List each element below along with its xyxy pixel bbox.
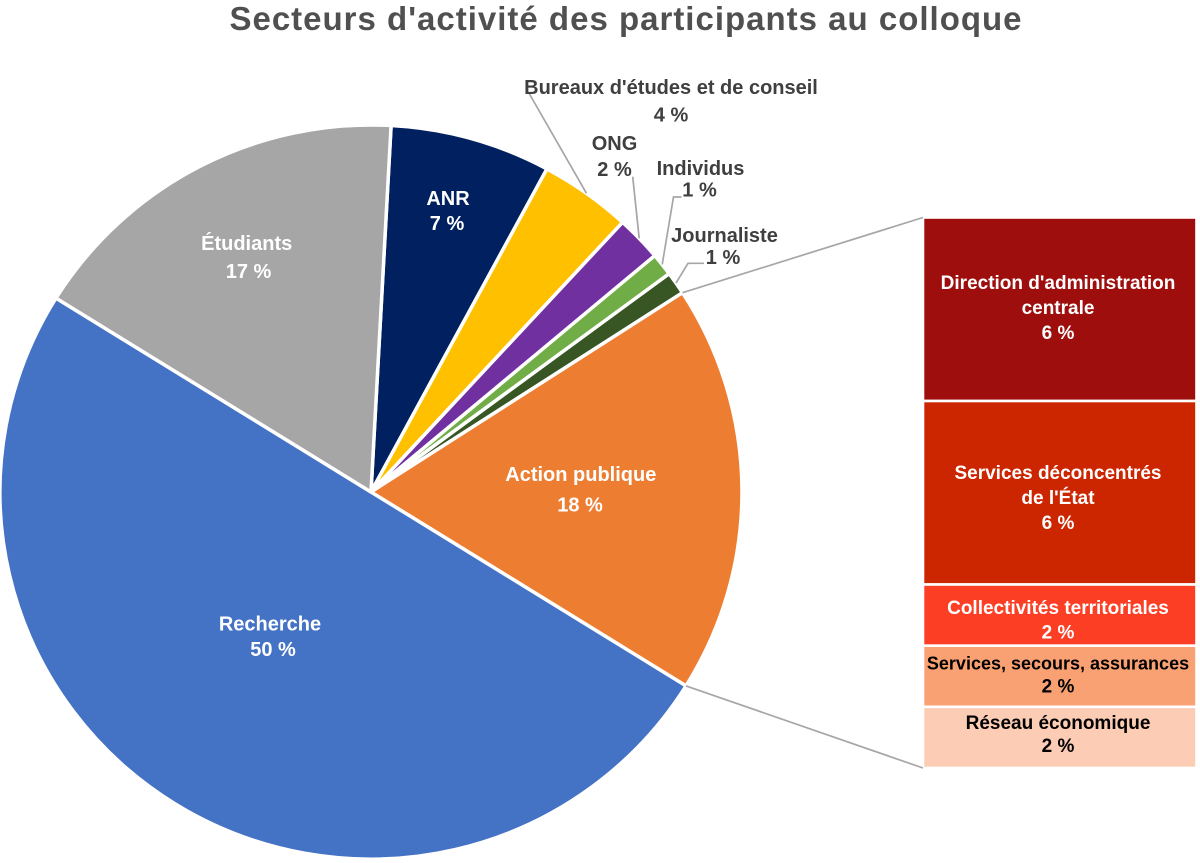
- svg-text:Action publique: Action publique: [505, 464, 656, 486]
- svg-text:1 %: 1 %: [706, 247, 741, 269]
- svg-text:4 %: 4 %: [654, 105, 689, 127]
- svg-text:2 %: 2 %: [1042, 677, 1075, 698]
- svg-text:Journaliste: Journaliste: [671, 225, 778, 247]
- svg-text:50 %: 50 %: [250, 639, 296, 661]
- svg-text:Recherche: Recherche: [219, 614, 321, 636]
- svg-text:de l'État: de l'État: [1021, 487, 1095, 509]
- svg-text:2 %: 2 %: [1042, 736, 1075, 757]
- svg-text:ANR: ANR: [426, 188, 470, 210]
- svg-text:Secteurs d'activité des partic: Secteurs d'activité des participants au …: [229, 0, 1022, 37]
- svg-text:Direction d'administration: Direction d'administration: [941, 273, 1176, 294]
- svg-text:1 %: 1 %: [682, 180, 717, 202]
- svg-text:Services déconcentrés: Services déconcentrés: [954, 463, 1161, 484]
- svg-text:ONG: ONG: [592, 133, 638, 155]
- svg-text:18 %: 18 %: [557, 495, 603, 517]
- svg-text:17 %: 17 %: [226, 261, 272, 283]
- svg-text:6 %: 6 %: [1042, 513, 1075, 534]
- svg-text:Bureaux d'études et de conseil: Bureaux d'études et de conseil: [524, 77, 818, 99]
- svg-text:Individus: Individus: [657, 158, 745, 180]
- svg-text:Services, secours, assurances: Services, secours, assurances: [927, 654, 1189, 674]
- svg-text:6 %: 6 %: [1042, 323, 1075, 344]
- svg-text:Collectivités territoriales: Collectivités territoriales: [947, 598, 1169, 619]
- svg-text:centrale: centrale: [1022, 298, 1095, 319]
- svg-text:Réseau économique: Réseau économique: [966, 713, 1151, 734]
- svg-text:2 %: 2 %: [1042, 623, 1075, 644]
- svg-text:2 %: 2 %: [597, 159, 632, 181]
- svg-text:Étudiants: Étudiants: [201, 232, 292, 255]
- svg-text:7 %: 7 %: [430, 213, 465, 235]
